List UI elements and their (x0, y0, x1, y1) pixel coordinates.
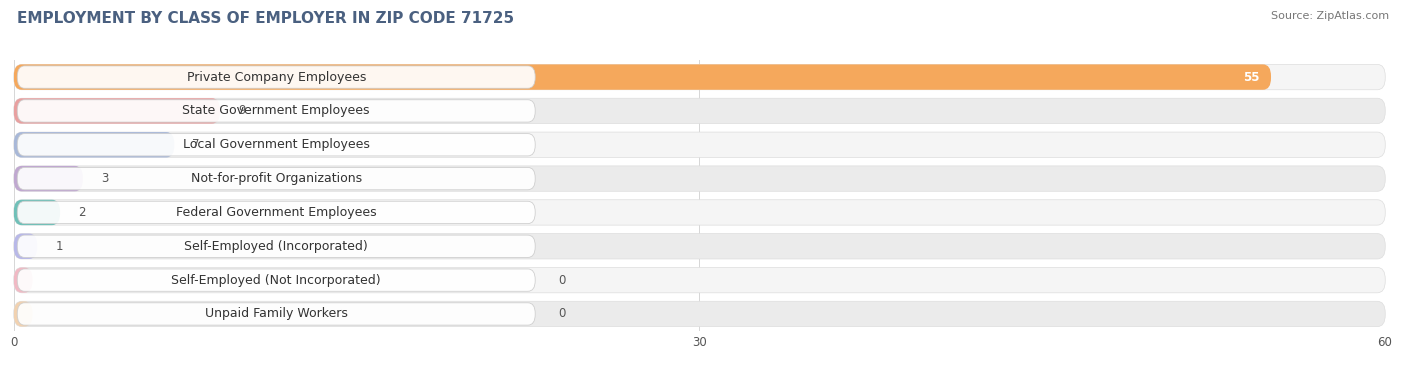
FancyBboxPatch shape (17, 269, 536, 291)
Text: State Government Employees: State Government Employees (183, 105, 370, 117)
FancyBboxPatch shape (17, 303, 536, 325)
FancyBboxPatch shape (14, 64, 1385, 90)
FancyBboxPatch shape (14, 233, 37, 259)
Text: Source: ZipAtlas.com: Source: ZipAtlas.com (1271, 11, 1389, 21)
Text: Self-Employed (Incorporated): Self-Employed (Incorporated) (184, 240, 368, 253)
FancyBboxPatch shape (14, 268, 32, 293)
Text: Unpaid Family Workers: Unpaid Family Workers (205, 308, 347, 320)
FancyBboxPatch shape (14, 132, 174, 158)
FancyBboxPatch shape (14, 301, 1385, 327)
FancyBboxPatch shape (14, 166, 83, 191)
Text: 0: 0 (558, 274, 565, 287)
FancyBboxPatch shape (17, 201, 536, 224)
Text: EMPLOYMENT BY CLASS OF EMPLOYER IN ZIP CODE 71725: EMPLOYMENT BY CLASS OF EMPLOYER IN ZIP C… (17, 11, 515, 26)
FancyBboxPatch shape (14, 132, 1385, 158)
FancyBboxPatch shape (14, 98, 219, 124)
FancyBboxPatch shape (17, 235, 536, 258)
FancyBboxPatch shape (17, 167, 536, 190)
Text: Private Company Employees: Private Company Employees (187, 71, 366, 83)
Text: 2: 2 (79, 206, 86, 219)
FancyBboxPatch shape (14, 166, 1385, 191)
Text: 3: 3 (101, 172, 108, 185)
FancyBboxPatch shape (14, 200, 1385, 225)
FancyBboxPatch shape (14, 267, 1385, 293)
FancyBboxPatch shape (14, 98, 1385, 124)
Text: 0: 0 (558, 308, 565, 320)
Text: 9: 9 (238, 105, 246, 117)
FancyBboxPatch shape (14, 200, 60, 225)
Text: Federal Government Employees: Federal Government Employees (176, 206, 377, 219)
FancyBboxPatch shape (17, 133, 536, 156)
FancyBboxPatch shape (17, 66, 536, 88)
FancyBboxPatch shape (17, 100, 536, 122)
FancyBboxPatch shape (14, 302, 32, 326)
FancyBboxPatch shape (14, 64, 1271, 90)
Text: 55: 55 (1243, 71, 1260, 83)
FancyBboxPatch shape (14, 233, 1385, 259)
Text: Self-Employed (Not Incorporated): Self-Employed (Not Incorporated) (172, 274, 381, 287)
Text: 7: 7 (193, 138, 200, 151)
Text: Not-for-profit Organizations: Not-for-profit Organizations (191, 172, 361, 185)
Text: Local Government Employees: Local Government Employees (183, 138, 370, 151)
Text: 1: 1 (55, 240, 63, 253)
